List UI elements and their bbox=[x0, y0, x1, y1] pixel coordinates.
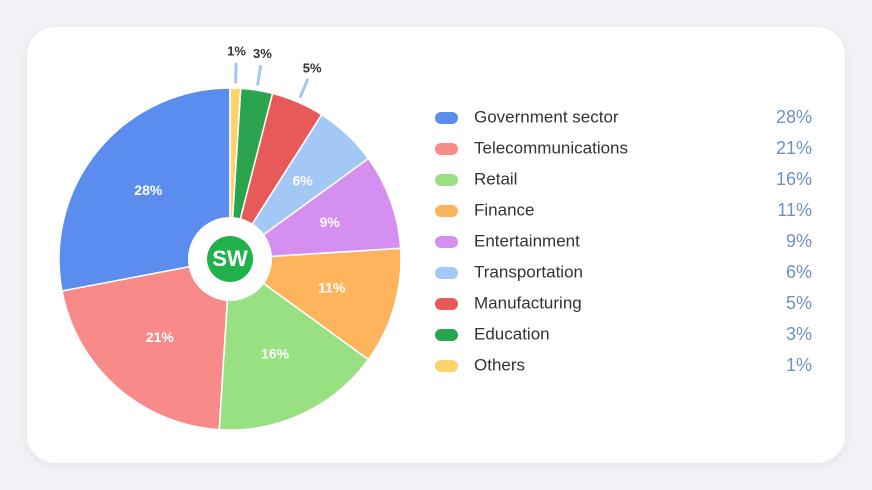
slice-label: 5% bbox=[303, 60, 322, 75]
slice-label: 21% bbox=[146, 329, 175, 345]
pie-slice bbox=[58, 87, 231, 292]
legend-label: Government sector bbox=[474, 107, 619, 126]
slice-label: 1% bbox=[227, 44, 246, 59]
legend-label: Education bbox=[474, 324, 550, 343]
legend-label: Transportation bbox=[474, 262, 583, 281]
legend-value: 1% bbox=[786, 355, 812, 375]
slice-label: 28% bbox=[134, 182, 163, 198]
leader-line bbox=[234, 62, 238, 84]
slice-label: 3% bbox=[253, 46, 272, 61]
pie-slice bbox=[227, 247, 402, 361]
legend-value: 11% bbox=[777, 200, 812, 220]
pie-slice bbox=[61, 258, 231, 431]
logo: SW bbox=[212, 246, 248, 271]
legend-swatch bbox=[435, 360, 458, 372]
legend-label: Finance bbox=[474, 200, 534, 219]
legend-label: Retail bbox=[474, 169, 517, 188]
slice-label: 16% bbox=[261, 346, 290, 362]
legend-value: 28% bbox=[776, 107, 812, 127]
legend-value: 3% bbox=[786, 324, 812, 344]
legend-swatch bbox=[435, 236, 458, 248]
pie-slice bbox=[227, 157, 402, 260]
legend-label: Telecommunications bbox=[474, 138, 628, 157]
legend-swatch bbox=[435, 298, 458, 310]
legend-swatch bbox=[435, 329, 458, 341]
legend-swatch bbox=[435, 205, 458, 217]
legend-swatch bbox=[435, 112, 458, 124]
slice-label: 6% bbox=[292, 172, 313, 188]
leader-line bbox=[298, 78, 309, 99]
legend-value: 6% bbox=[786, 262, 812, 282]
legend-value: 21% bbox=[776, 138, 812, 158]
legend-value: 9% bbox=[786, 231, 812, 251]
leader-line bbox=[256, 64, 263, 86]
legend-swatch bbox=[435, 143, 458, 155]
legend-label: Manufacturing bbox=[474, 293, 582, 312]
logo-badge bbox=[207, 236, 253, 282]
legend-value: 16% bbox=[776, 169, 812, 189]
legend-value: 5% bbox=[786, 293, 812, 313]
slice-label: 11% bbox=[318, 279, 346, 295]
pie-slice bbox=[218, 257, 370, 431]
slice-label: 9% bbox=[320, 214, 341, 230]
pie-slice bbox=[229, 87, 242, 260]
legend-label: Entertainment bbox=[474, 231, 580, 250]
legend-swatch bbox=[435, 174, 458, 186]
legend-label: Others bbox=[474, 355, 525, 374]
legend-swatch bbox=[435, 267, 458, 279]
